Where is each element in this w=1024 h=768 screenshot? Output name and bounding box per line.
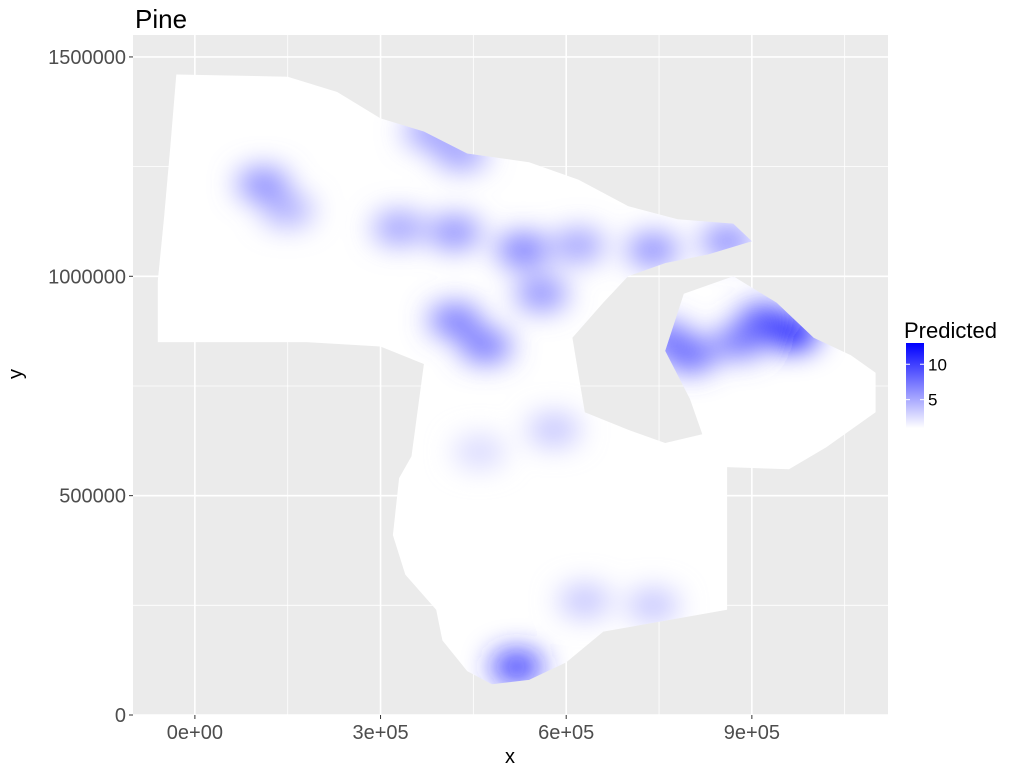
x-tick-label: 0e+00	[167, 722, 223, 744]
y-tick-label: 1500000	[48, 47, 126, 69]
hotspot	[626, 589, 679, 622]
hotspot	[527, 413, 580, 446]
chart-title: Pine	[135, 4, 187, 34]
hotspot	[490, 650, 543, 683]
legend-title: Predicted	[904, 318, 997, 343]
x-axis-label: x	[505, 746, 515, 768]
legend-colorbar	[906, 343, 924, 428]
x-tick-label: 6e+05	[538, 722, 594, 744]
hotspot	[626, 233, 679, 266]
hotspot	[558, 584, 611, 617]
y-tick-label: 0	[115, 705, 126, 727]
x-axis-ticks: 0e+00 3e+05 6e+05 9e+05	[167, 715, 780, 744]
y-axis-label: y	[5, 369, 27, 379]
y-tick-label: 1000000	[48, 266, 126, 288]
hotspot	[236, 168, 289, 201]
hotspot	[713, 326, 766, 359]
legend: Predicted 5 10	[904, 318, 997, 428]
hotspot	[428, 216, 481, 249]
hotspot	[373, 212, 426, 245]
x-tick-label: 3e+05	[352, 722, 408, 744]
legend-tick-label: 5	[928, 391, 937, 410]
hotspot	[453, 435, 506, 468]
hotspot	[552, 229, 605, 262]
x-tick-label: 9e+05	[724, 722, 780, 744]
hotspot	[515, 277, 568, 310]
legend-ticks: 5 10	[906, 355, 947, 410]
hotspot	[428, 304, 481, 337]
y-axis-ticks: 0 500000 1000000 1500000	[48, 47, 133, 727]
study-region	[157, 74, 876, 685]
y-tick-label: 500000	[59, 486, 126, 508]
hotspot	[459, 330, 512, 363]
hotspot	[496, 233, 549, 266]
legend-tick-label: 10	[928, 355, 947, 374]
hotspot	[261, 194, 314, 227]
